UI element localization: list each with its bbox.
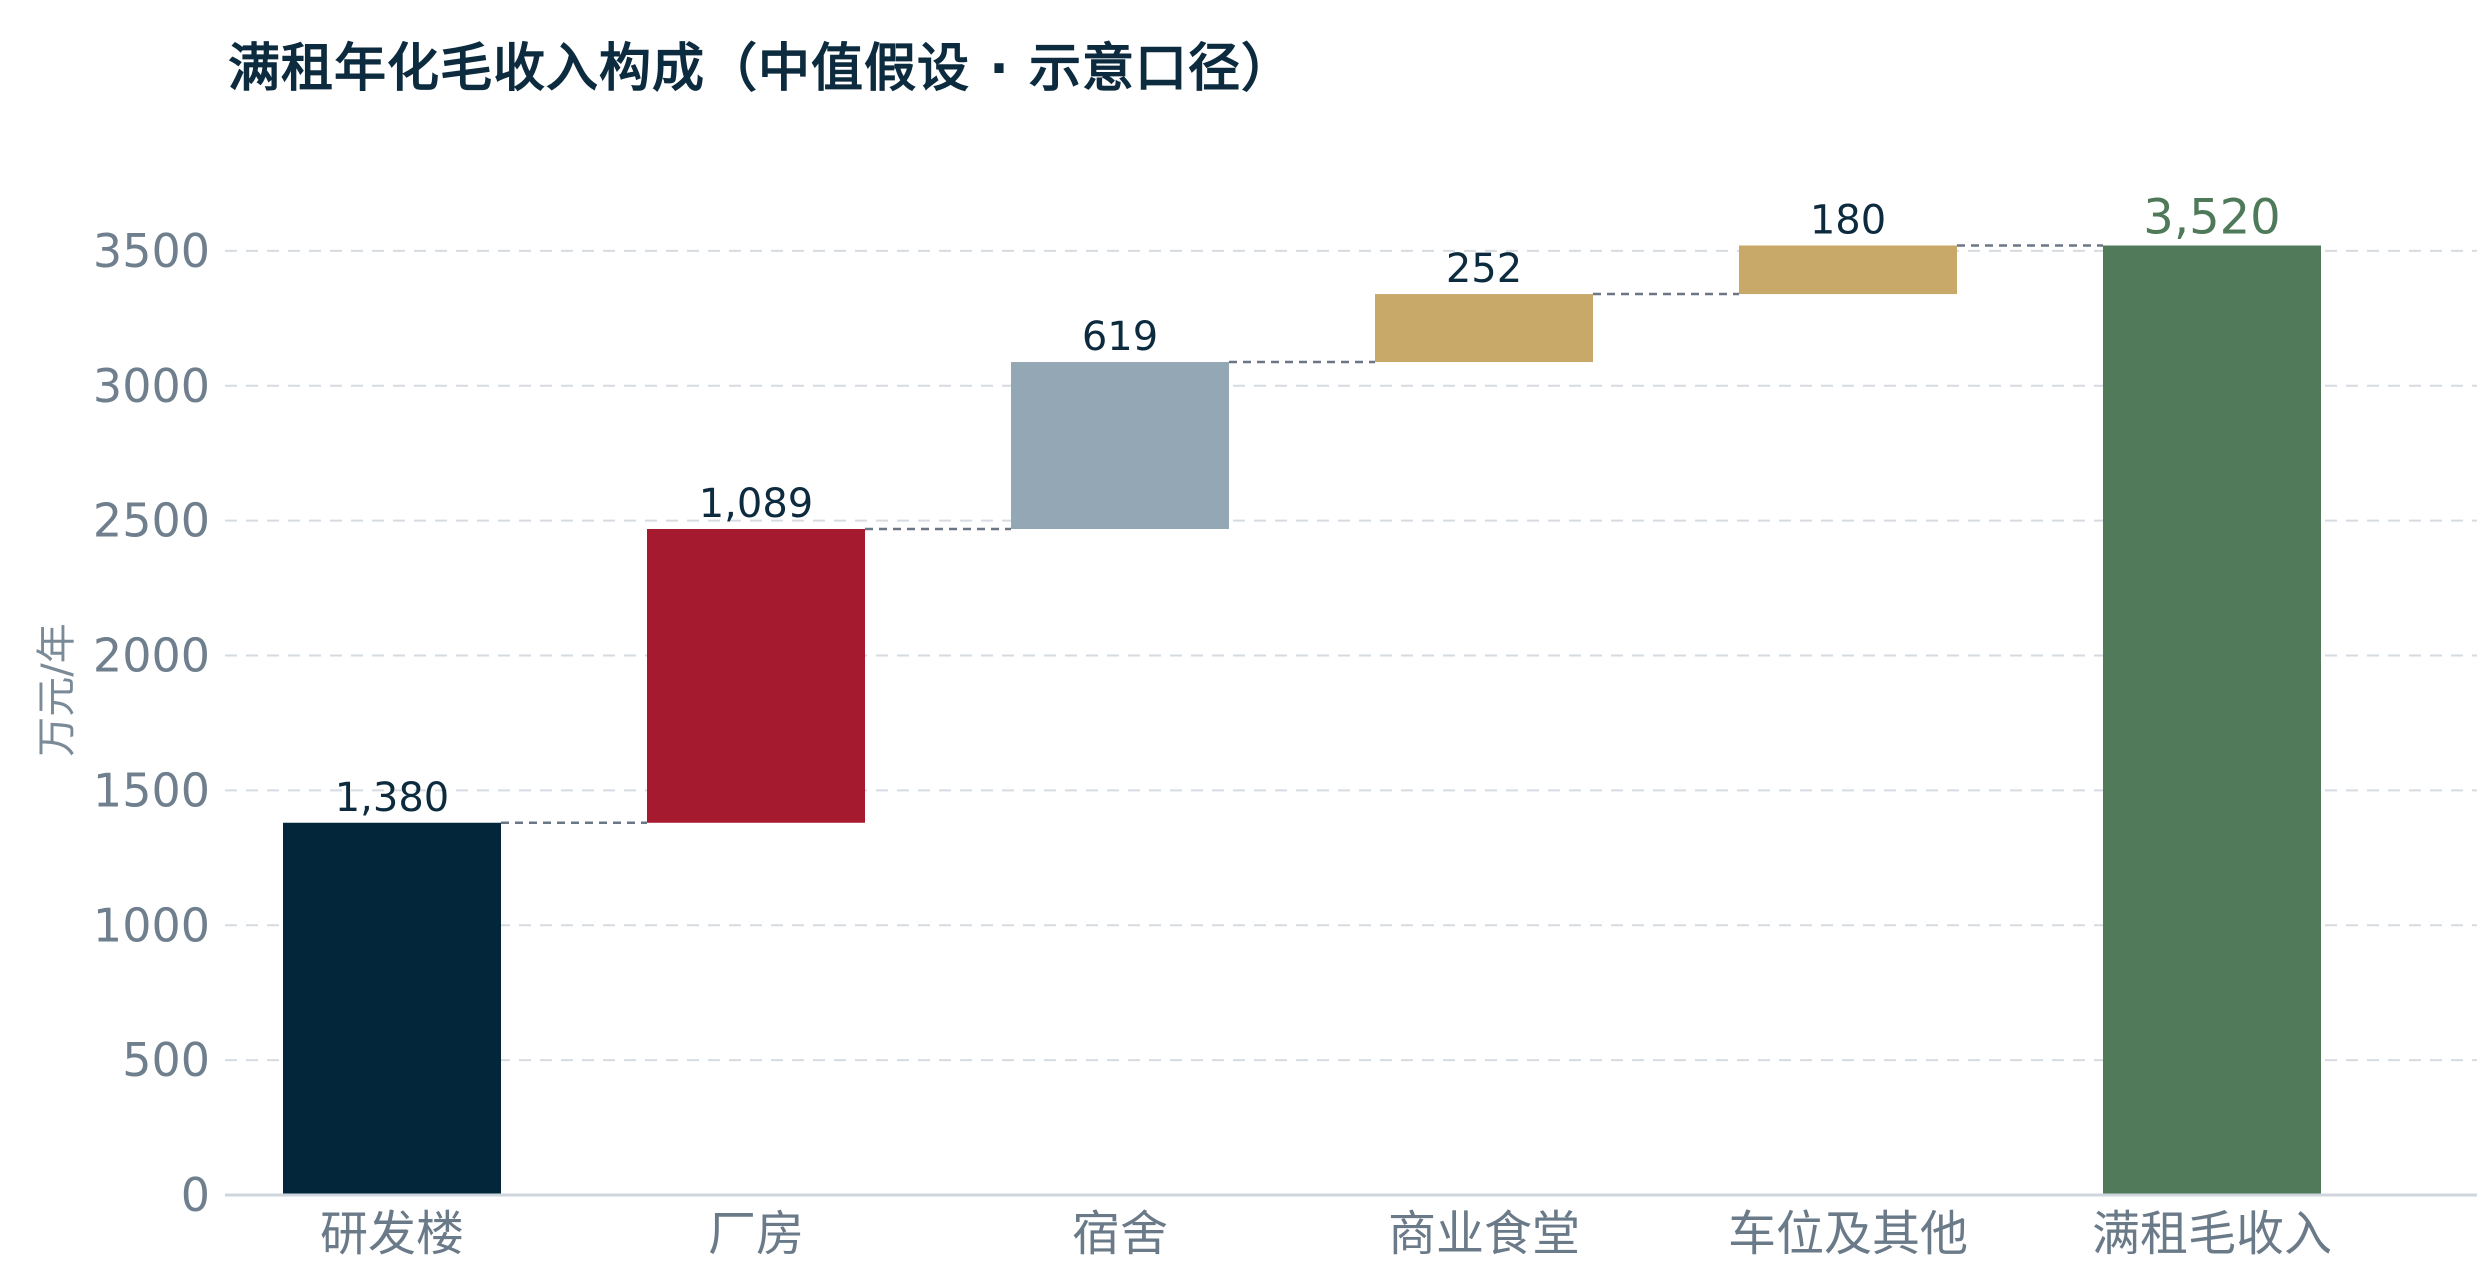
y-tick-label: 1500 xyxy=(93,763,210,817)
y-tick-label: 1000 xyxy=(93,898,210,952)
y-tick-label: 0 xyxy=(181,1168,210,1222)
y-tick-label: 2500 xyxy=(93,494,210,548)
bar xyxy=(1011,362,1229,530)
y-tick-label: 3000 xyxy=(93,359,210,413)
x-tick-label: 满租毛收入 xyxy=(2092,1206,2332,1262)
bar xyxy=(283,822,501,1195)
y-tick-label: 500 xyxy=(122,1033,210,1087)
data-label: 252 xyxy=(1446,246,1522,292)
y-tick-label: 2000 xyxy=(93,629,210,683)
bar xyxy=(1739,245,1957,295)
x-tick-label: 厂房 xyxy=(708,1206,804,1262)
data-label: 619 xyxy=(1082,314,1158,360)
y-tick-label: 3500 xyxy=(93,224,210,278)
bar xyxy=(647,529,865,823)
data-label: 1,089 xyxy=(699,481,814,527)
x-tick-label: 宿舍 xyxy=(1072,1206,1168,1262)
bar xyxy=(1375,294,1593,363)
x-tick-label: 商业食堂 xyxy=(1388,1206,1580,1262)
data-label: 180 xyxy=(1810,198,1886,244)
y-axis-title: 万元/年 xyxy=(34,623,80,756)
data-label: 1,380 xyxy=(335,775,450,821)
x-tick-label: 研发楼 xyxy=(320,1206,464,1262)
data-label: 3,520 xyxy=(2143,190,2280,246)
chart-title: 满租年化毛收入构成（中值假设 · 示意口径） xyxy=(228,39,1294,99)
bar xyxy=(2103,245,2321,1195)
x-tick-label: 车位及其他 xyxy=(1728,1206,1968,1262)
